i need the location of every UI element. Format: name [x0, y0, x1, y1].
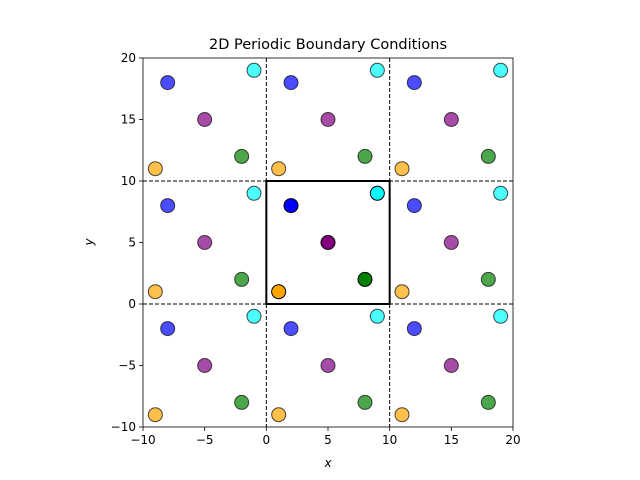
image-particle	[320, 358, 336, 373]
image-particle	[271, 407, 287, 423]
image-particle	[160, 321, 176, 337]
image-particle	[246, 62, 262, 78]
y-tick-label: −5	[118, 359, 136, 373]
chart-title: 2D Periodic Boundary Conditions	[209, 37, 447, 53]
particle	[283, 198, 299, 214]
image-particle	[493, 185, 509, 201]
image-particle	[493, 308, 509, 324]
image-particle	[480, 394, 496, 410]
image-particle	[406, 75, 422, 91]
image-particle	[147, 161, 163, 177]
image-particle	[369, 308, 385, 324]
x-tick-label: 0	[263, 433, 271, 447]
image-particle	[480, 148, 496, 164]
x-axis-label: x	[323, 456, 332, 470]
image-particle	[357, 394, 373, 410]
particle	[271, 284, 287, 300]
image-particle	[147, 284, 163, 300]
image-particle	[443, 235, 459, 250]
x-tick-label: −10	[130, 433, 155, 447]
image-particle	[234, 271, 250, 287]
x-tick-label: 5	[324, 433, 332, 447]
image-particle	[493, 62, 509, 78]
image-particle	[320, 112, 336, 127]
image-particle	[480, 271, 496, 287]
image-particle	[246, 308, 262, 324]
image-particle	[234, 394, 250, 410]
y-tick-label: −10	[111, 420, 136, 434]
image-particle	[160, 75, 176, 91]
y-tick-label: 20	[121, 51, 136, 65]
particle	[369, 185, 385, 201]
image-particle	[197, 235, 213, 250]
image-particle	[197, 112, 213, 127]
image-particle	[443, 112, 459, 127]
y-tick-label: 15	[121, 113, 136, 127]
x-tick-label: 15	[444, 433, 459, 447]
image-particle	[197, 358, 213, 373]
image-particle	[283, 75, 299, 91]
y-tick-label: 5	[128, 236, 136, 250]
image-particle	[406, 198, 422, 214]
image-particle	[234, 148, 250, 164]
y-tick-label: 0	[128, 297, 136, 311]
x-tick-label: 20	[505, 433, 520, 447]
image-particle	[160, 198, 176, 214]
particle	[357, 271, 373, 287]
image-particle	[443, 358, 459, 373]
y-axis-label: y	[82, 238, 96, 247]
image-particle	[369, 62, 385, 78]
plot-area: −10 −5 0 5 10 15 20 −10 −5 0 5 10 15 20	[111, 51, 521, 447]
image-particle	[406, 321, 422, 337]
image-particle	[357, 148, 373, 164]
image-particle	[394, 161, 410, 177]
image-particle	[394, 407, 410, 423]
x-tick-label: 10	[382, 433, 397, 447]
image-particle	[283, 321, 299, 337]
particle	[320, 235, 336, 250]
simulation-box	[265, 180, 391, 305]
image-particle	[246, 185, 262, 201]
image-particle	[394, 284, 410, 300]
y-tick-label: 10	[121, 174, 136, 188]
x-tick-label: −5	[196, 433, 214, 447]
image-particle	[147, 407, 163, 423]
image-particle	[271, 161, 287, 177]
